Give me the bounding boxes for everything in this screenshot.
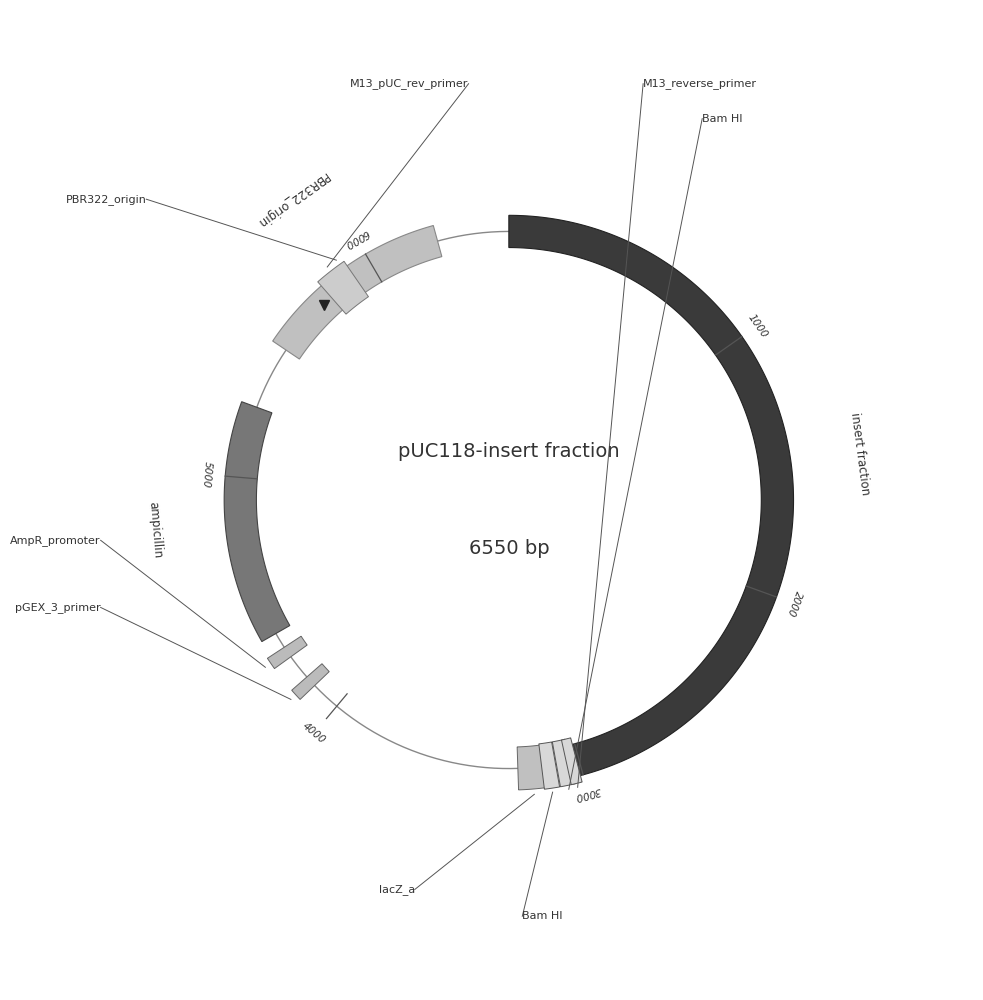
- Text: 6550 bp: 6550 bp: [469, 539, 549, 558]
- Text: M13_reverse_primer: M13_reverse_primer: [643, 78, 757, 89]
- Polygon shape: [224, 402, 290, 642]
- Polygon shape: [509, 215, 793, 778]
- Polygon shape: [272, 226, 441, 359]
- Polygon shape: [561, 738, 582, 785]
- Polygon shape: [318, 261, 369, 314]
- Text: pUC118-insert fraction: pUC118-insert fraction: [398, 442, 619, 461]
- Text: insert fraction: insert fraction: [848, 411, 872, 495]
- Text: ampicillin: ampicillin: [146, 501, 164, 559]
- Polygon shape: [292, 664, 329, 699]
- Text: 1000: 1000: [746, 312, 769, 339]
- Text: 4000: 4000: [301, 721, 327, 745]
- Text: 3000: 3000: [574, 785, 602, 801]
- Text: lacZ_a: lacZ_a: [378, 884, 415, 895]
- Polygon shape: [517, 745, 549, 790]
- Text: AmpR_promoter: AmpR_promoter: [10, 535, 100, 546]
- Text: pGEX_3_primer: pGEX_3_primer: [15, 602, 100, 613]
- Text: 6000: 6000: [342, 227, 370, 249]
- Text: PBR322_origin: PBR322_origin: [254, 169, 331, 229]
- Polygon shape: [552, 739, 575, 787]
- Text: M13_pUC_rev_primer: M13_pUC_rev_primer: [350, 78, 469, 89]
- Text: 5000: 5000: [201, 461, 212, 488]
- Text: 2000: 2000: [785, 589, 803, 618]
- Text: PBR322_origin: PBR322_origin: [66, 194, 146, 205]
- Polygon shape: [267, 636, 307, 669]
- Polygon shape: [539, 742, 559, 789]
- Text: Bam HI: Bam HI: [522, 911, 563, 921]
- Text: Bam HI: Bam HI: [702, 114, 743, 124]
